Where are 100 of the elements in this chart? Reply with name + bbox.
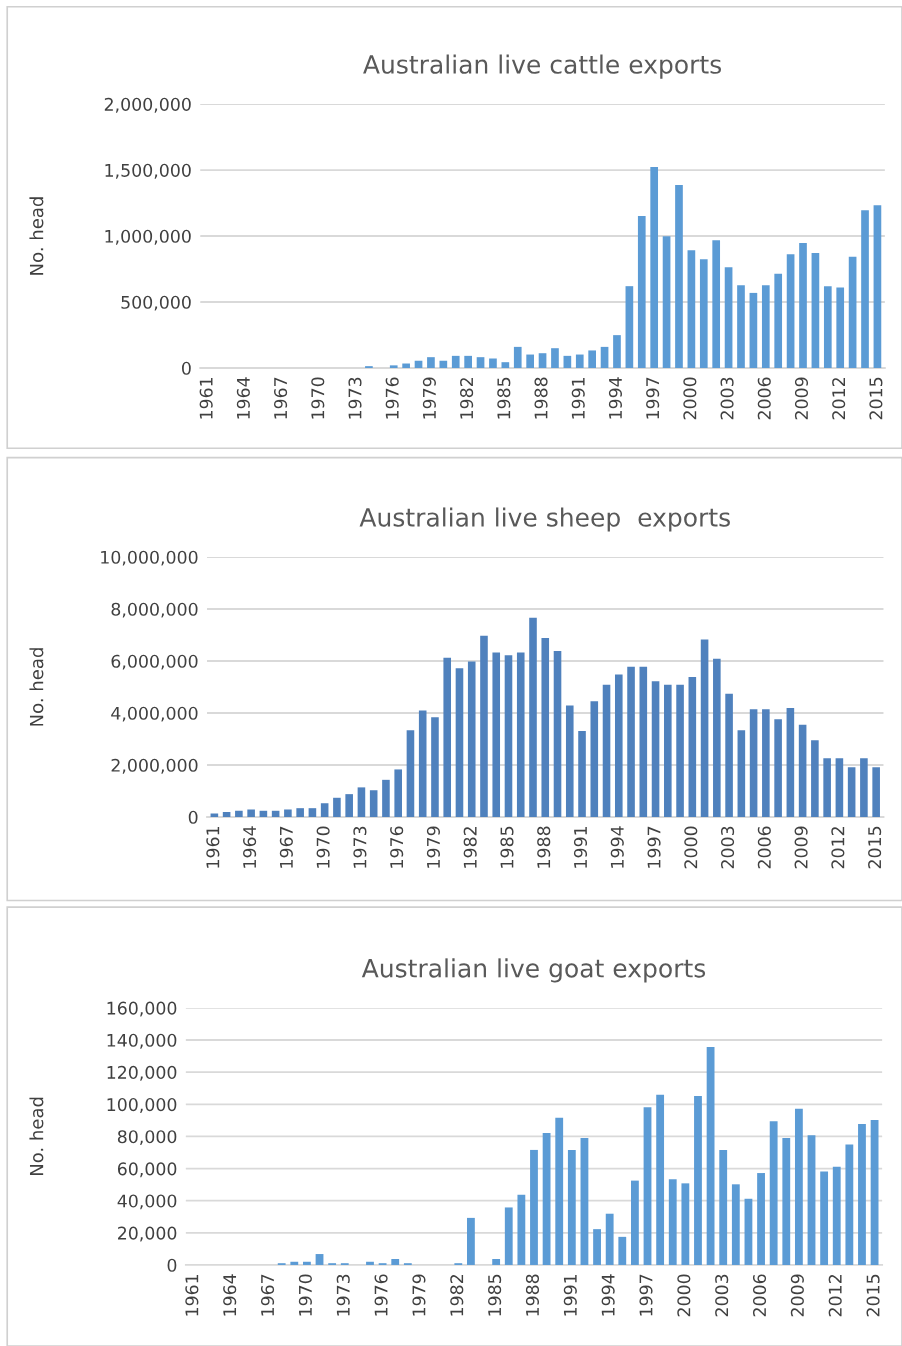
bar — [847, 767, 856, 818]
y-axis-title: No. head — [29, 197, 44, 275]
bar — [402, 363, 410, 368]
x-tick-label: 2000 — [683, 377, 697, 420]
x-tick-label: 2003 — [715, 1274, 729, 1317]
bar — [303, 1261, 311, 1265]
x-tick-label: 1973 — [353, 826, 367, 868]
bar — [712, 240, 721, 368]
x-tick-label: 1964 — [223, 1274, 237, 1316]
bar — [719, 1149, 728, 1265]
bar — [823, 286, 832, 368]
bar — [455, 668, 464, 818]
bar — [222, 812, 231, 818]
bar — [614, 674, 623, 818]
x-tick-label: 1991 — [573, 826, 588, 868]
y-tick-label: 0 — [188, 810, 198, 824]
bar — [700, 639, 709, 818]
x-tick-label: 2003 — [720, 377, 734, 420]
bar — [551, 348, 559, 368]
bar — [737, 285, 745, 368]
bar — [418, 710, 427, 818]
bar — [643, 1107, 652, 1265]
bar — [308, 808, 317, 818]
x-tick-label: 2006 — [752, 1274, 767, 1317]
x-tick-label: 1985 — [497, 377, 511, 419]
bar — [662, 236, 671, 368]
bar — [427, 357, 435, 368]
bar — [366, 1261, 374, 1265]
x-tick-label: 2003 — [721, 826, 735, 869]
x-tick-label: 1997 — [639, 1274, 653, 1316]
y-tick-label: 8,000,000 — [111, 602, 198, 618]
chart-title: Australian live goat exports — [361, 958, 706, 983]
bar — [664, 684, 672, 818]
x-tick-label: 2006 — [757, 826, 771, 869]
bar — [724, 267, 733, 368]
x-tick-label: 2000 — [677, 1274, 691, 1317]
x-tick-label: 2009 — [790, 1274, 804, 1317]
bar — [320, 803, 329, 818]
bar — [774, 719, 782, 818]
bar — [694, 1095, 702, 1265]
bar — [567, 1149, 576, 1265]
bar — [860, 758, 868, 818]
bar — [774, 273, 783, 368]
x-tick-label: 2009 — [794, 826, 808, 869]
bar — [675, 184, 683, 368]
bar — [284, 809, 292, 818]
bar — [794, 1108, 803, 1265]
x-tick-label: 2015 — [869, 377, 883, 420]
bar — [492, 652, 501, 818]
x-tick-label: 1988 — [537, 826, 551, 868]
bar — [786, 254, 795, 368]
x-tick-label: 1979 — [422, 377, 436, 419]
x-tick-label: 1976 — [374, 1274, 388, 1316]
bar — [688, 677, 697, 818]
x-tick-label: 1994 — [601, 1274, 615, 1316]
x-tick-label: 1964 — [243, 826, 257, 868]
bar — [625, 286, 634, 368]
bar — [504, 1207, 513, 1265]
bar — [513, 346, 522, 368]
bar — [630, 1180, 639, 1265]
bar — [651, 681, 660, 818]
x-tick-label: 1991 — [571, 377, 585, 419]
bar — [443, 657, 452, 818]
x-tick-label: 1973 — [336, 1274, 350, 1316]
bar — [602, 684, 611, 818]
y-tick-label: 6,000,000 — [111, 654, 198, 670]
y-tick-label: 20,000 — [118, 1226, 177, 1242]
x-tick-label: 2009 — [794, 377, 809, 420]
bar — [538, 353, 547, 368]
y-tick-label: 4,000,000 — [111, 706, 198, 722]
bar — [467, 661, 476, 818]
bar — [600, 346, 609, 368]
y-tick-label: 40,000 — [117, 1194, 177, 1210]
bar — [439, 360, 448, 368]
bar — [563, 355, 572, 368]
bar — [873, 205, 882, 368]
bar — [593, 1229, 601, 1265]
bar — [823, 758, 831, 818]
x-tick-label: 1979 — [426, 826, 440, 868]
bar — [480, 635, 488, 818]
x-tick-label: 1982 — [460, 378, 474, 419]
bar — [820, 1171, 829, 1265]
bar — [668, 1179, 677, 1265]
bar — [541, 638, 550, 818]
x-tick-label: 2006 — [757, 377, 771, 420]
bar — [406, 730, 415, 818]
bar — [799, 243, 807, 368]
bar — [210, 813, 219, 818]
bar — [464, 355, 472, 368]
bar — [542, 1133, 551, 1265]
x-tick-label: 1961 — [199, 377, 213, 419]
bar — [782, 1138, 791, 1265]
x-tick-label: 2015 — [866, 1274, 880, 1317]
bar — [605, 1213, 614, 1265]
bar — [565, 705, 574, 818]
bar — [489, 358, 497, 368]
y-tick-label: 100,000 — [107, 1098, 177, 1113]
bar — [848, 256, 857, 368]
x-tick-label: 2012 — [828, 1275, 842, 1317]
bar — [389, 365, 398, 368]
